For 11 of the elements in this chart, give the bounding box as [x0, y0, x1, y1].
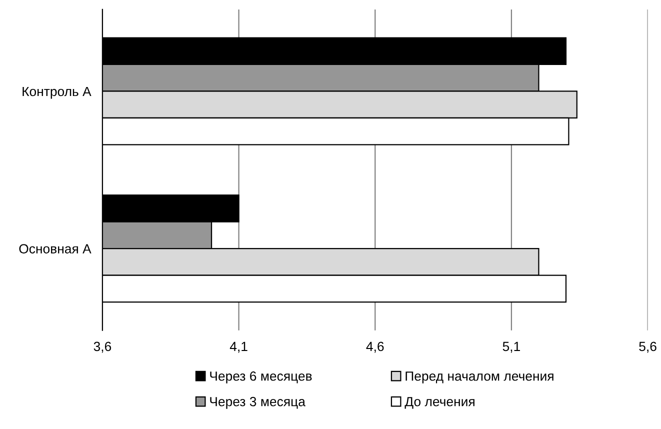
- x-tick-label: 4,1: [230, 342, 248, 353]
- x-tick-label: 3,6: [94, 342, 112, 353]
- y-tick-label: Контроль А: [22, 86, 92, 99]
- y-tick-label: Основная А: [19, 244, 92, 254]
- legend-label: Через 6 месяцев: [210, 371, 312, 384]
- x-tick-label: 4,6: [366, 342, 384, 353]
- legend-label: Перед началом лечения: [406, 372, 554, 384]
- legend-label: До лечения: [404, 397, 474, 409]
- legend-label: Через 3 месяца: [210, 396, 306, 409]
- x-tick-label: 5,6: [639, 342, 656, 353]
- x-tick-label: 5,1: [502, 342, 520, 353]
